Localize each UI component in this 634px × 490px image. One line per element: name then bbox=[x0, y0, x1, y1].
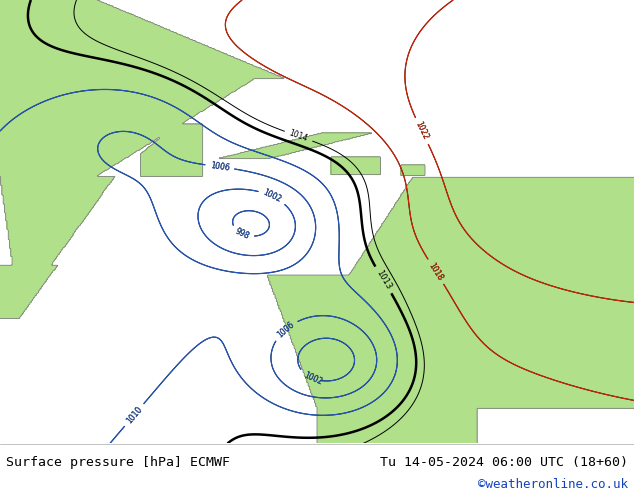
Text: 1010: 1010 bbox=[124, 405, 144, 425]
Text: 1018: 1018 bbox=[427, 261, 444, 282]
Text: ©weatheronline.co.uk: ©weatheronline.co.uk bbox=[477, 478, 628, 490]
Text: 1006: 1006 bbox=[210, 161, 230, 172]
Text: 1022: 1022 bbox=[413, 121, 430, 142]
Text: 1002: 1002 bbox=[302, 370, 323, 386]
Text: 1013: 1013 bbox=[374, 269, 392, 291]
Text: 1022: 1022 bbox=[413, 121, 430, 142]
Text: 1002: 1002 bbox=[262, 188, 283, 205]
Text: 1002: 1002 bbox=[262, 188, 283, 205]
Text: 1010: 1010 bbox=[124, 405, 144, 425]
Text: 1018: 1018 bbox=[427, 261, 444, 282]
Text: 1006: 1006 bbox=[275, 320, 295, 340]
Text: 1002: 1002 bbox=[302, 370, 323, 386]
Text: 998: 998 bbox=[234, 226, 250, 241]
Text: 1014: 1014 bbox=[288, 129, 309, 144]
Text: 1006: 1006 bbox=[275, 320, 295, 340]
Text: 998: 998 bbox=[234, 226, 250, 241]
Text: Tu 14-05-2024 06:00 UTC (18+60): Tu 14-05-2024 06:00 UTC (18+60) bbox=[380, 456, 628, 468]
Text: Surface pressure [hPa] ECMWF: Surface pressure [hPa] ECMWF bbox=[6, 456, 230, 468]
Text: 1006: 1006 bbox=[210, 161, 230, 172]
